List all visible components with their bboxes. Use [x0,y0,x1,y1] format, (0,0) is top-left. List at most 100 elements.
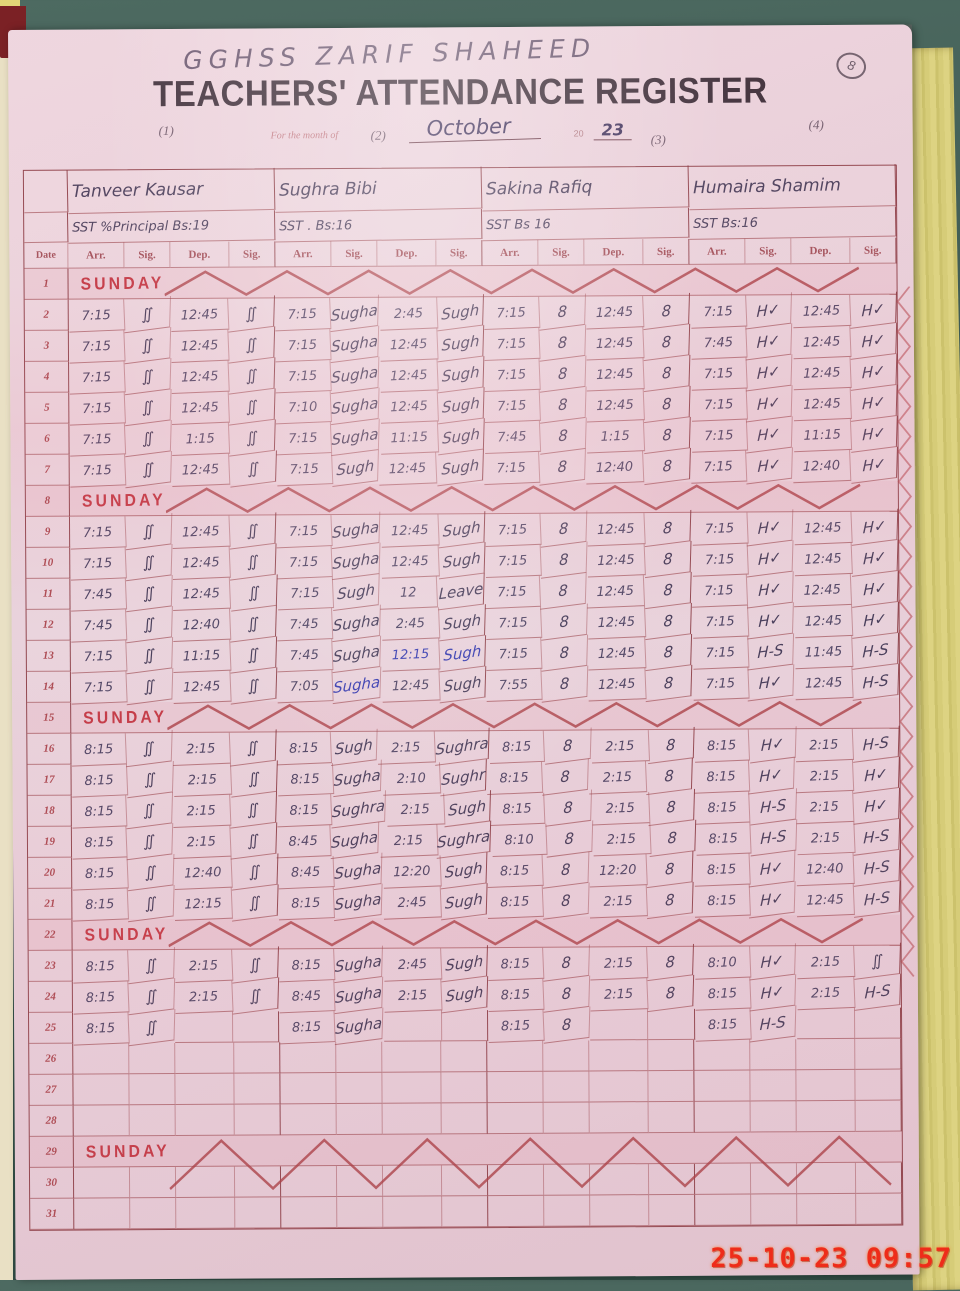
date-cell: 8 [25,485,70,517]
time-cell [280,1104,337,1136]
time-cell [382,1072,442,1104]
register-row-22: 22 SUNDAY [28,914,901,951]
time-cell [589,1102,649,1134]
time-cell [590,1195,650,1227]
signature-cell [750,1039,797,1071]
time-cell: 12:45 [586,544,647,578]
time-cell: 7:15 [484,513,542,548]
time-cell [280,1073,337,1105]
date-cell: 28 [29,1105,74,1137]
time-cell: 12:45 [793,573,853,608]
teacher-names-row: Tanveer Kausar Sughra Bibi Sakina Rafiq … [23,164,897,215]
time-cell: 8:15 [71,888,129,922]
time-cell: 8:45 [278,980,336,1014]
time-cell [73,1167,131,1199]
time-cell: 12:45 [381,669,441,703]
time-cell: 8:10 [693,946,751,980]
time-cell: 12:40 [173,856,234,891]
time-cell: 8:15 [486,761,544,796]
signature-cell [647,1039,695,1072]
time-cell: 12:45 [587,668,648,702]
time-cell: 11:45 [793,635,854,670]
time-cell: 7:15 [690,574,749,608]
signature-cell [129,1073,176,1106]
time-cell [695,1194,752,1226]
attendance-rows: 1 SUNDAY 2 7:15 ∬ 12:45 ∬ 7:15 Sugha 2:45 Sugh 7:15… [24,263,903,1230]
signature-cell: ∬ [128,1008,176,1047]
signature-cell: ∬ [126,668,174,706]
time-cell: 2:15 [796,821,855,856]
time-cell: 8:15 [693,884,751,918]
time-cell: 1:15 [585,420,646,454]
time-cell: 7:15 [275,360,333,394]
time-cell: 12:45 [171,453,232,488]
time-cell: 7:15 [483,358,541,393]
signature-cell: Sugha [334,883,384,922]
register-row-12: 12 7:45 ∬ 12:40 ∬ 7:45 Sugha 2:45 Sugh 7:15 8 12:45… [26,601,899,644]
time-cell: 2:15 [376,731,436,765]
col-header-sig: Sig. [436,240,483,267]
signature-cell [337,1196,384,1229]
sunday-label: SUNDAY [85,1140,170,1162]
time-cell: 7:15 [68,361,126,395]
signature-cell [441,1103,488,1135]
date-cell: 15 [27,702,72,734]
time-cell [175,1042,235,1074]
time-cell: 11:15 [379,421,440,455]
time-cell: 2:15 [795,945,856,980]
time-cell: 7:15 [483,327,541,362]
date-cell: 14 [26,671,72,703]
register-row-1: 1 SUNDAY [24,263,897,300]
time-cell: 7:45 [70,609,128,643]
signature-cell [751,1194,798,1226]
signature-cell: 8 [541,665,589,703]
signature-cell [234,1073,281,1105]
time-cell: 7:15 [68,330,126,364]
sunday-label: SUNDAY [81,489,166,511]
teacher-name-4: Humaira Shamim [688,164,897,211]
register-row-15: 15 SUNDAY [27,697,900,734]
time-cell: 7:15 [274,298,332,332]
time-cell: 12:45 [795,883,855,918]
time-cell: 8:15 [486,854,544,889]
register-row-31: 31 [30,1193,903,1230]
sunday-cell: SUNDAY [71,697,900,734]
time-cell [589,1071,649,1103]
signature-cell [441,1196,489,1228]
sunday-cell: SUNDAY [72,914,901,951]
signature-cell: ∬ [125,451,173,489]
signature-cell [648,1101,695,1134]
date-cell: 20 [28,857,73,889]
register-row-23: 23 8:15 ∬ 2:15 ∬ 8:15 Sugha 2:45 Sugh 8:15 8 2:15 8 8… [28,942,901,985]
time-cell: 8:15 [277,763,335,797]
time-cell: 2:15 [173,763,233,798]
register-row-10: 10 7:15 ∬ 12:45 ∬ 7:15 Sugha 12:45 Sugh 7:15 8 12:4… [26,539,899,582]
time-cell: 12:45 [585,358,646,392]
register-row-5: 5 7:15 ∬ 12:45 ∬ 7:10 Sugha 12:45 Sugh 7:15 8 12:45… [25,384,898,427]
time-cell: 12:45 [378,452,439,486]
time-cell [487,1102,544,1135]
signature-cell [543,1071,590,1103]
time-cell: 2:15 [588,885,649,919]
time-cell: 8:15 [71,795,128,829]
time-cell: 7:45 [276,608,334,642]
register-row-9: 9 7:15 ∬ 12:45 ∬ 7:15 Sugha 12:45 Sugh 7:15 8 12:45… [25,508,899,551]
time-cell [487,1071,544,1104]
time-cell: 2:15 [590,730,650,764]
date-cell: 23 [28,950,73,982]
signature-cell: H-S [853,880,901,918]
time-cell: 8:10 [491,823,548,858]
date-cell: 22 [28,919,73,951]
time-cell [797,1193,857,1226]
time-cell: 8:15 [276,794,333,828]
time-cell: 12:40 [172,608,232,643]
register-row-8: 8 SUNDAY [25,480,898,517]
time-cell: 7:15 [483,389,541,424]
signature-cell: Sugha [335,1007,384,1046]
time-cell: 7:15 [275,422,333,456]
time-cell: 12:45 [586,513,647,547]
register-row-2: 2 7:15 ∬ 12:45 ∬ 7:15 Sugha 2:45 Sugh 7:15 8 12:45 8… [24,291,897,334]
time-cell: 2:15 [385,793,445,827]
time-cell: 12:45 [171,515,232,550]
date-cell: 30 [29,1167,75,1199]
